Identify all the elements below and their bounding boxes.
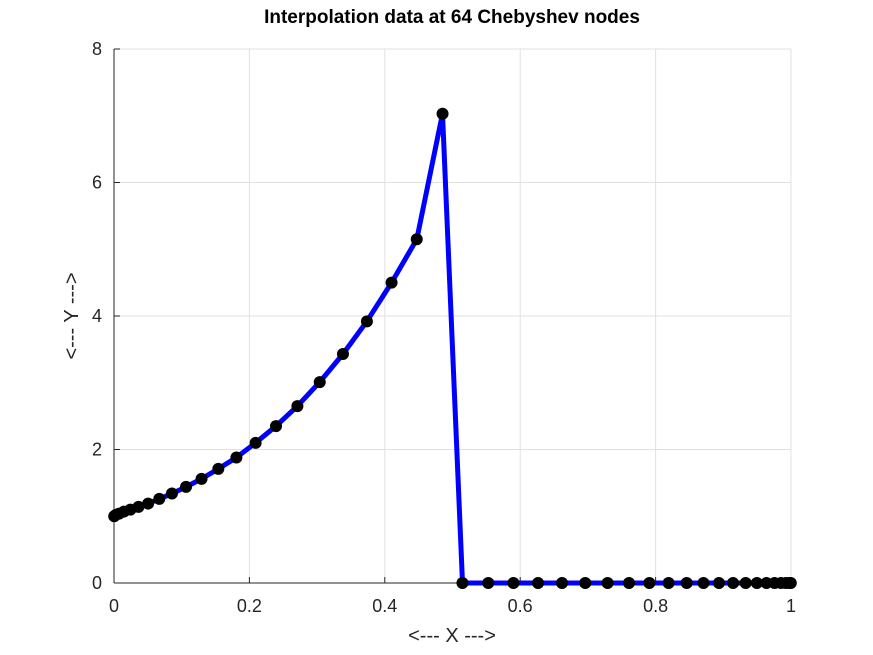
data-point xyxy=(727,577,740,589)
data-point xyxy=(336,348,349,361)
x-axis-label: <--- X ---> xyxy=(408,625,496,647)
data-point xyxy=(507,577,520,589)
x-tick-label: 0.8 xyxy=(643,596,668,616)
y-tick-label: 8 xyxy=(92,39,102,59)
data-point xyxy=(212,462,225,475)
data-point xyxy=(622,577,635,589)
data-point xyxy=(249,436,262,449)
data-point xyxy=(385,276,398,289)
data-point xyxy=(313,376,326,389)
data-point xyxy=(784,577,797,589)
y-tick-label: 0 xyxy=(92,573,102,593)
data-point xyxy=(165,487,178,500)
x-tick-labels: 0 0.2 0.4 0.6 0.8 1 xyxy=(109,596,796,616)
data-point xyxy=(680,577,693,589)
data-point xyxy=(291,400,304,413)
y-tick-label: 2 xyxy=(92,440,102,460)
y-tick-label: 4 xyxy=(92,306,102,326)
data-point xyxy=(697,577,710,589)
data-point xyxy=(132,500,145,513)
data-point xyxy=(556,577,569,589)
data-point xyxy=(532,577,545,589)
y-axis-label: <--- Y ---> xyxy=(61,272,83,359)
data-point xyxy=(601,577,614,589)
x-tick-label: 0 xyxy=(109,596,119,616)
data-point xyxy=(643,577,656,589)
data-point xyxy=(482,577,495,589)
data-series xyxy=(108,107,797,589)
x-tick-label: 0.2 xyxy=(237,596,262,616)
data-point xyxy=(410,233,423,246)
data-point xyxy=(750,577,763,589)
data-point xyxy=(230,451,243,464)
data-point xyxy=(153,492,166,505)
data-point xyxy=(195,472,208,485)
data-point xyxy=(662,577,675,589)
data-point xyxy=(270,420,283,433)
x-tick-label: 0.4 xyxy=(372,596,397,616)
data-point xyxy=(579,577,592,589)
data-point xyxy=(456,577,469,589)
data-point xyxy=(436,107,449,120)
data-point xyxy=(360,315,373,328)
data-point xyxy=(142,497,155,510)
chart-title: Interpolation data at 64 Chebyshev nodes xyxy=(264,7,640,28)
data-point xyxy=(712,577,725,589)
y-tick-label: 6 xyxy=(92,173,102,193)
y-tick-labels: 0 2 4 6 8 xyxy=(92,39,102,593)
data-point xyxy=(739,577,752,589)
x-tick-label: 1 xyxy=(786,596,796,616)
data-point xyxy=(180,480,193,493)
x-tick-label: 0.6 xyxy=(508,596,533,616)
